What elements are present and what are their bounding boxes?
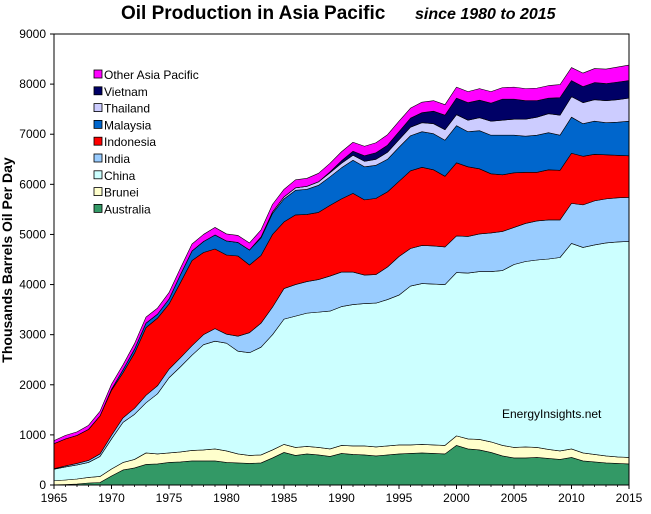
legend-label-india: India xyxy=(104,152,130,166)
legend-swatch-indonesia xyxy=(93,136,103,146)
x-tick-label: 1965 xyxy=(41,491,68,505)
x-tick-label: 1980 xyxy=(213,491,240,505)
y-tick-label: 1000 xyxy=(19,428,46,442)
y-tick-label: 9000 xyxy=(19,27,46,41)
x-tick-label: 2015 xyxy=(616,491,643,505)
x-tick-label: 1985 xyxy=(271,491,298,505)
y-tick-label: 0 xyxy=(39,478,46,492)
legend: Other Asia Pacific Vietnam Thailand Malaysi… xyxy=(93,68,199,216)
legend-label-australia: Australia xyxy=(104,202,151,216)
legend-swatch-australia xyxy=(93,203,103,213)
legend-swatch-malaysia xyxy=(93,120,103,129)
legend-label-china: China xyxy=(104,169,136,183)
legend-swatch-other-asia-pacific xyxy=(93,69,103,79)
x-tick-label: 2005 xyxy=(501,491,528,505)
y-tick-label: 5000 xyxy=(19,227,46,241)
chart-subtitle: since 1980 to 2015 xyxy=(415,6,557,23)
legend-swatch-india xyxy=(93,153,103,163)
y-tick-label: 8000 xyxy=(19,77,46,91)
y-tick-label: 3000 xyxy=(19,328,46,342)
legend-label-vietnam: Vietnam xyxy=(104,85,148,99)
x-tick-label: 1990 xyxy=(328,491,355,505)
legend-label-malaysia: Malaysia xyxy=(104,118,152,132)
plot-area: 0 1000 2000 3000 4000 5000 6000 7000 8000 9000 196… xyxy=(19,27,642,505)
legend-label-other-asia-pacific: Other Asia Pacific xyxy=(104,68,199,82)
y-tick-label: 6000 xyxy=(19,177,46,191)
legend-label-brunei: Brunei xyxy=(104,186,139,200)
legend-label-indonesia: Indonesia xyxy=(104,135,156,149)
legend-swatch-brunei xyxy=(93,187,103,197)
legend-label-thailand: Thailand xyxy=(104,102,150,116)
y-tick-label: 2000 xyxy=(19,378,46,392)
legend-swatch-china xyxy=(93,170,103,180)
x-tick-label: 2010 xyxy=(558,491,585,505)
legend-swatch-thailand xyxy=(93,103,103,112)
legend-swatch-vietnam xyxy=(93,86,103,96)
y-axis-label: Thousands Barrels Oil Per Day xyxy=(0,157,15,363)
x-tick-label: 1995 xyxy=(386,491,413,505)
y-tick-label: 4000 xyxy=(19,278,46,292)
x-tick-label: 1975 xyxy=(156,491,183,505)
x-tick-label: 2000 xyxy=(443,491,470,505)
chart-title: Oil Production in Asia Pacific xyxy=(121,3,386,24)
x-tick-label: 1970 xyxy=(98,491,125,505)
source-annotation: EnergyInsights.net xyxy=(502,407,602,421)
y-tick-label: 7000 xyxy=(19,127,46,141)
